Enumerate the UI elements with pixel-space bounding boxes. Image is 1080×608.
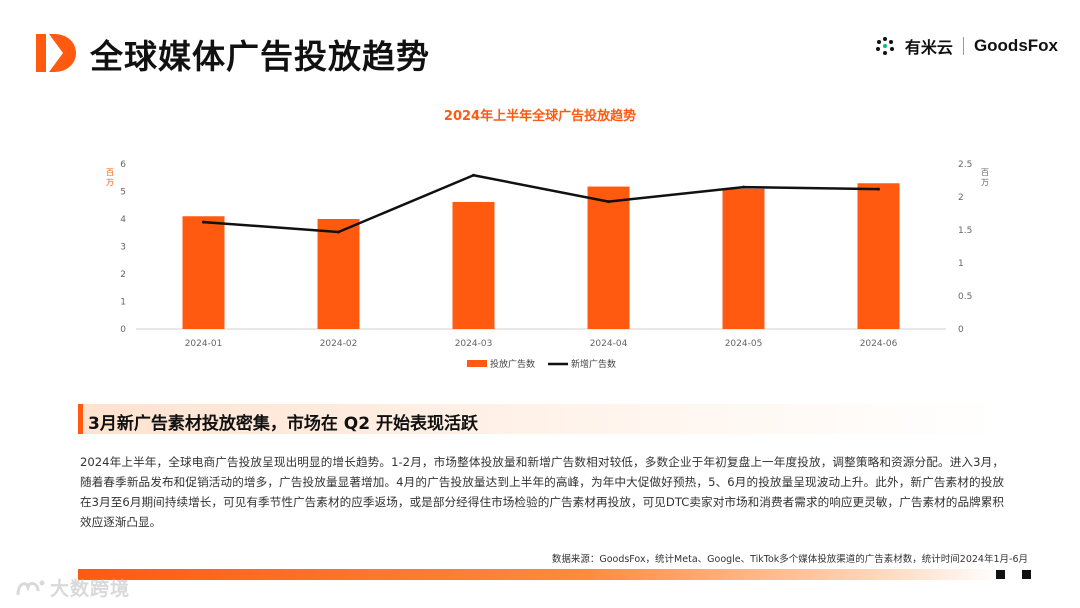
- section-accent: [78, 404, 83, 434]
- right-tick-label: 1.5: [958, 226, 972, 236]
- line-point: [877, 187, 880, 191]
- series-line: [203, 173, 879, 234]
- right-tick-label: 1: [958, 259, 964, 269]
- watermark: 大数跨境: [14, 574, 130, 601]
- right-tick-label: 2.5: [958, 160, 972, 170]
- bar: [182, 216, 225, 329]
- bar: [587, 186, 630, 329]
- x-tick-label: 2024-05: [725, 339, 763, 349]
- x-tick-label: 2024-01: [185, 339, 223, 349]
- legend-bar-label: 投放广告数: [490, 358, 535, 370]
- footer-square-right: [1022, 570, 1031, 579]
- left-tick-label: 2: [120, 270, 126, 280]
- bar: [317, 219, 360, 329]
- x-tick-label: 2024-02: [320, 339, 358, 349]
- watermark-text: 大数跨境: [50, 578, 131, 600]
- brand-primary: 有米云: [904, 38, 953, 57]
- x-tick-label: 2024-06: [860, 339, 898, 349]
- bar: [452, 201, 495, 329]
- legend-bar-swatch: [467, 360, 487, 367]
- left-tick-label: 3: [120, 243, 126, 253]
- line-point: [202, 220, 205, 224]
- x-tick-label: 2024-04: [590, 339, 628, 349]
- x-tick-label: 2024-03: [455, 339, 493, 349]
- page-title: 全球媒体广告投放趋势: [90, 37, 430, 76]
- data-source: 数据来源：GoodsFox，统计Meta、Google、TikTok多个媒体投放…: [551, 554, 1028, 565]
- left-tick-label: 5: [120, 188, 126, 198]
- bar: [722, 188, 765, 329]
- analysis-paragraph: 2024年上半年，全球电商广告投放呈现出明显的增长趋势。1-2月，市场整体投放量…: [80, 455, 1004, 529]
- watermark-logo-icon: [16, 580, 45, 595]
- right-tick-label: 0.5: [958, 292, 972, 302]
- left-tick-label: 4: [120, 215, 126, 225]
- youmi-logo-icon: [875, 37, 894, 55]
- ad-trend-chart: 2024年上半年全球广告投放趋势012345600.511.522.5百万百万2…: [106, 108, 989, 370]
- left-axis-unit: 百: [106, 168, 114, 177]
- brand-logos: 有米云 GoodsFox: [875, 34, 1058, 58]
- chart-title: 2024年上半年全球广告投放趋势: [444, 108, 636, 124]
- left-tick-label: 0: [120, 325, 126, 335]
- brand-logo-icon: [36, 34, 76, 72]
- left-tick-label: 1: [120, 298, 126, 308]
- bar: [857, 183, 900, 329]
- right-axis-unit: 百: [981, 168, 989, 177]
- line-point: [472, 173, 475, 177]
- left-tick-label: 6: [120, 160, 126, 170]
- section-title: 3月新广告素材投放密集，市场在 Q2 开始表现活跃: [88, 414, 478, 434]
- line-point: [337, 230, 340, 234]
- right-tick-label: 2: [958, 193, 964, 203]
- brand-secondary: GoodsFox: [973, 36, 1058, 55]
- brand-divider: [962, 37, 964, 55]
- right-tick-label: 0: [958, 325, 964, 335]
- line-point: [742, 185, 745, 189]
- footer-square-left: [996, 570, 1005, 579]
- right-axis-unit: 万: [981, 178, 989, 187]
- section-highlight: [78, 404, 1000, 434]
- line-point: [607, 200, 610, 204]
- legend-line-label: 新增广告数: [571, 358, 616, 370]
- left-axis-unit: 万: [106, 178, 114, 187]
- footer-gradient-bar: [78, 569, 1000, 580]
